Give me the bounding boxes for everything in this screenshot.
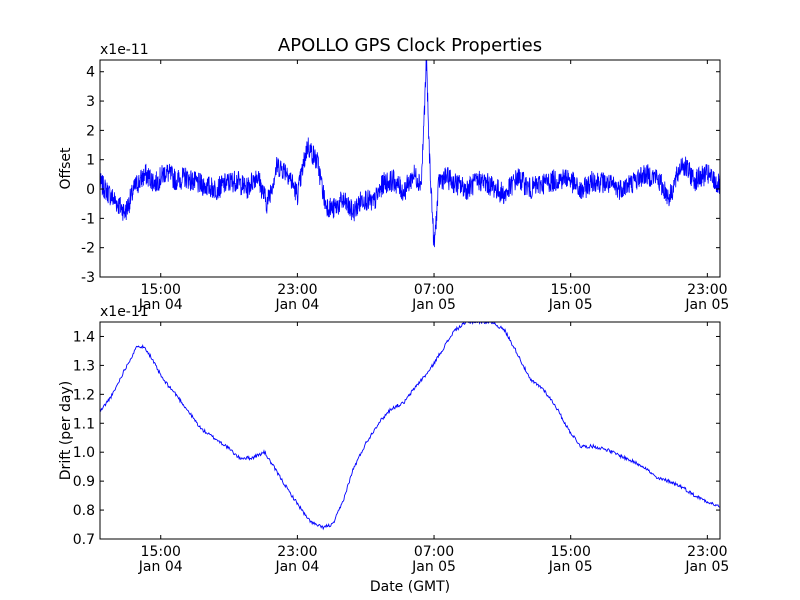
drift-xtick-date-label: Jan 05 [548, 559, 593, 575]
drift-xtick-date-label: Jan 05 [411, 559, 456, 575]
drift-xlabel: Date (GMT) [370, 579, 450, 595]
drift-ytick-label: 1.3 [73, 358, 95, 374]
offset-ytick-label: 1 [86, 153, 95, 169]
offset-ylabel: Offset [58, 147, 74, 190]
offset-xtick-time-label: 15:00 [141, 282, 181, 298]
drift-axes-frame [99, 321, 721, 540]
offset-ytick-label: 2 [86, 123, 95, 139]
offset-ytick-label: -3 [81, 270, 95, 286]
drift-ylabel: Drift (per day) [58, 381, 74, 480]
drift-xtick-date-label: Jan 05 [684, 559, 729, 575]
offset-axes-frame [99, 59, 721, 278]
offset-ytick-label: 4 [86, 65, 95, 81]
offset-xtick-date-label: Jan 05 [548, 297, 593, 313]
chart-title: APOLLO GPS Clock Properties [278, 35, 542, 56]
drift-xtick-date-label: Jan 04 [138, 559, 183, 575]
offset-ytick-label: 0 [86, 182, 95, 198]
offset-xtick-time-label: 23:00 [277, 282, 317, 298]
drift-ytick-label: 0.7 [73, 532, 95, 548]
drift-xtick-time-label: 15:00 [551, 544, 591, 560]
offset-axis-multiplier: x1e-11 [100, 42, 149, 58]
offset-xtick-time-label: 23:00 [687, 282, 727, 298]
offset-ytick-label: -1 [81, 211, 95, 227]
drift-xtick-time-label: 23:00 [687, 544, 727, 560]
offset-ytick-label: 3 [86, 94, 95, 110]
drift-ytick-label: 1.1 [73, 416, 95, 432]
drift-ytick-label: 1.2 [73, 387, 95, 403]
drift-xtick-time-label: 07:00 [414, 544, 454, 560]
drift-axis-multiplier: x1e-11 [100, 304, 149, 320]
drift-ytick-label: 0.9 [73, 474, 95, 490]
offset-xtick-time-label: 15:00 [551, 282, 591, 298]
drift-xtick-date-label: Jan 04 [274, 559, 319, 575]
drift-xtick-time-label: 23:00 [277, 544, 317, 560]
offset-xtick-date-label: Jan 05 [411, 297, 456, 313]
offset-xtick-time-label: 07:00 [414, 282, 454, 298]
drift-ytick-label: 1.0 [73, 445, 95, 461]
drift-ytick-label: 0.8 [73, 503, 95, 519]
drift-ytick-label: 1.4 [73, 329, 95, 345]
offset-series-line [100, 60, 720, 248]
offset-xtick-date-label: Jan 04 [138, 297, 183, 313]
offset-ytick-label: -2 [81, 241, 95, 257]
drift-series-line [100, 322, 720, 531]
offset-xtick-date-label: Jan 04 [274, 297, 319, 313]
offset-xtick-date-label: Jan 05 [684, 297, 729, 313]
drift-xtick-time-label: 15:00 [141, 544, 181, 560]
